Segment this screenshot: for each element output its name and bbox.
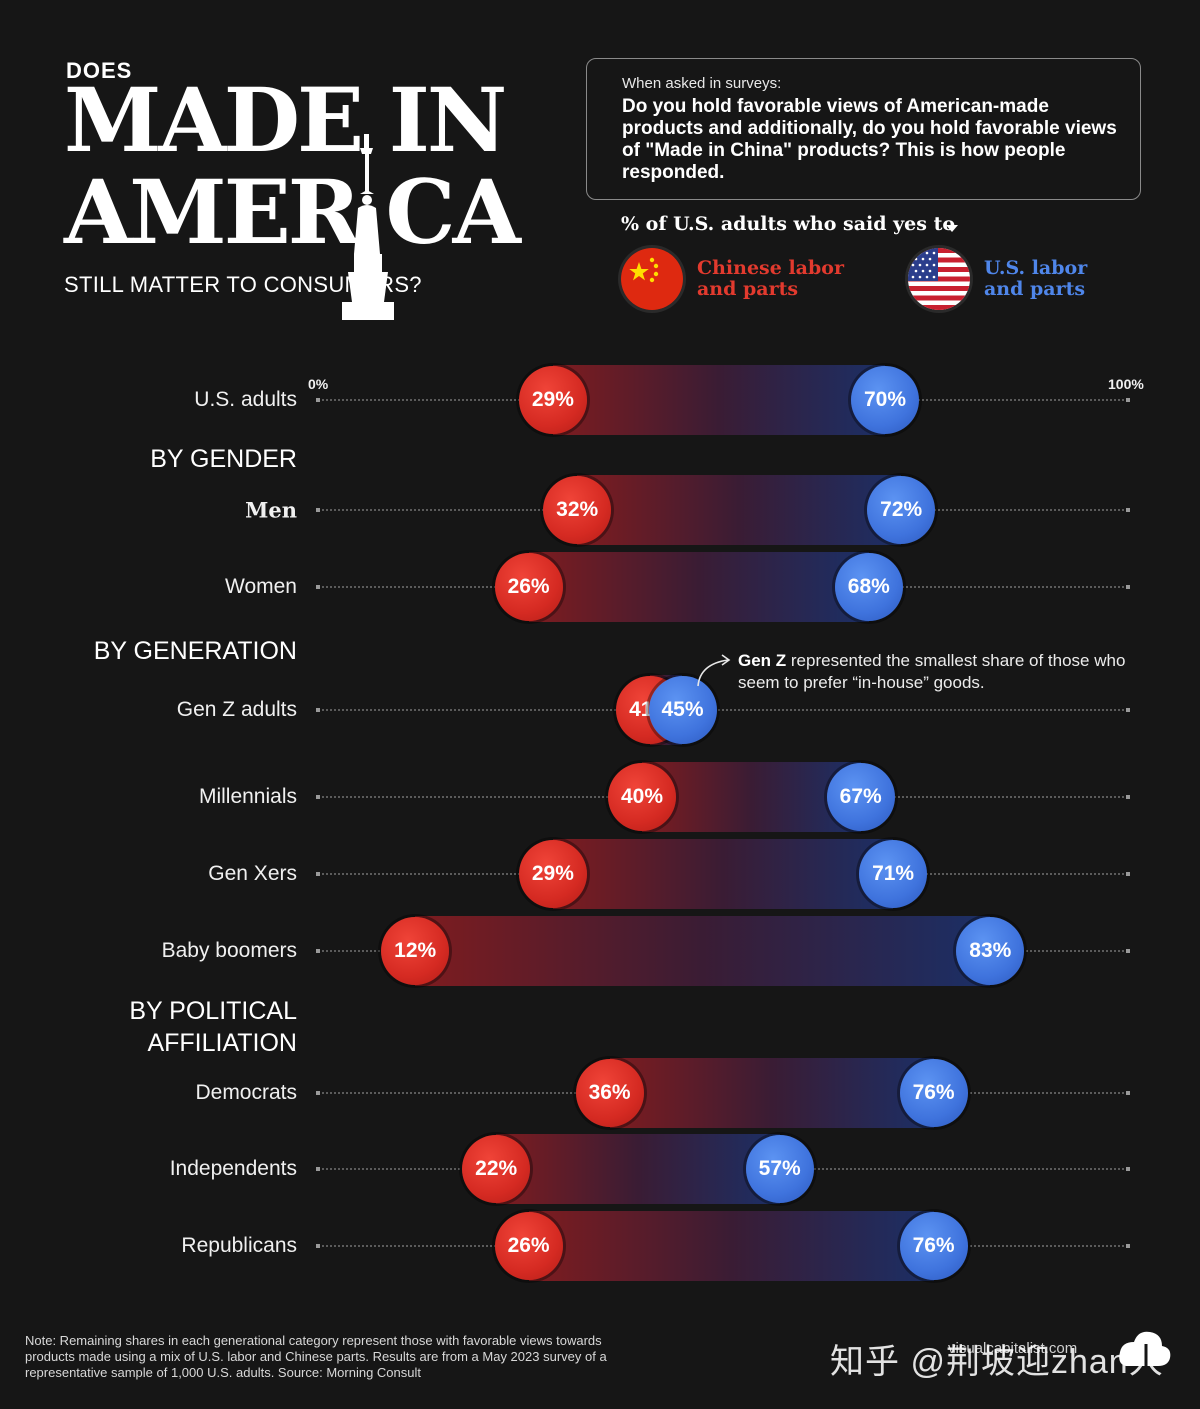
us-value-bubble: 71%	[859, 840, 928, 908]
axis-end-dot	[316, 1167, 320, 1171]
axis-end-dot	[1126, 508, 1130, 512]
axis-end-dot	[1126, 585, 1130, 589]
us-value-bubble: 57%	[745, 1135, 814, 1203]
row-label: Gen Z adults	[176, 698, 297, 721]
us-value-bubble: 70%	[851, 366, 919, 434]
statue-of-liberty-icon	[342, 134, 394, 320]
row-label: Baby boomers	[161, 939, 297, 962]
legend-chinese-line1: Chinese labor	[697, 257, 844, 279]
axis-end-dot	[1126, 708, 1130, 712]
row-label: Millennials	[198, 785, 297, 808]
survey-question-box: When asked in surveys: Do you hold favor…	[586, 58, 1141, 200]
row-label: Republicans	[181, 1234, 297, 1257]
section-heading-generation: BY GENERATION	[93, 637, 297, 665]
chinese-value-bubble: 22%	[462, 1135, 531, 1203]
china-flag-icon	[621, 248, 683, 310]
subtitle: STILL MATTER TO CONSUMERS?	[64, 272, 422, 297]
us-flag-icon	[908, 248, 970, 310]
chinese-value-bubble: 26%	[494, 1212, 563, 1280]
annotation-text: represented the smallest share of those …	[738, 651, 1126, 692]
axis-end-dot	[316, 508, 320, 512]
axis-max-label: 100%	[1108, 376, 1144, 392]
range-band	[577, 475, 902, 545]
axis-end-dot	[316, 795, 320, 799]
row-label: U.S. adults	[194, 388, 297, 411]
row-label: Independents	[169, 1157, 297, 1180]
axis-end-dot	[1126, 398, 1130, 402]
axis-min-label: 0%	[308, 376, 329, 392]
range-band	[642, 762, 861, 832]
axis-end-dot	[1126, 795, 1130, 799]
axis-end-dot	[1126, 1244, 1130, 1248]
range-band	[552, 839, 894, 909]
axis-end-dot	[1126, 872, 1130, 876]
us-value-bubble: 76%	[899, 1059, 968, 1127]
axis-end-dot	[316, 585, 320, 589]
chinese-value-bubble: 29%	[518, 840, 587, 908]
section-heading-political-line2: AFFILIATION	[147, 1029, 297, 1057]
title-line-2: AMER CA	[64, 160, 521, 264]
chinese-value-bubble: 29%	[518, 366, 587, 434]
us-value-bubble: 83%	[956, 917, 1025, 985]
chinese-value-bubble: 32%	[543, 476, 612, 544]
chinese-value-bubble: 12%	[381, 917, 450, 985]
cloud-logo-icon	[1119, 1331, 1171, 1366]
axis-end-dot	[1126, 949, 1130, 953]
chinese-value-bubble: 36%	[575, 1059, 644, 1127]
legend-item-chinese: Chinese labor and parts	[621, 248, 847, 310]
row-label: Women	[225, 575, 297, 598]
us-value-bubble: 76%	[899, 1212, 968, 1280]
watermark: 知乎 @荆坡迎zhan人	[830, 1343, 1164, 1381]
source-site: visualcapitalist.com	[948, 1340, 1078, 1357]
chinese-value-bubble: 40%	[608, 763, 676, 831]
row-label: Gen Xers	[208, 862, 297, 885]
axis-end-dot	[1126, 1167, 1130, 1171]
survey-question: Do you hold favorable views of American-…	[622, 96, 1117, 183]
title-line-1: MADE IN	[64, 68, 507, 172]
axis-end-dot	[316, 872, 320, 876]
legend-item-us: U.S. labor and parts	[908, 248, 1134, 310]
axis-end-dot	[316, 708, 320, 712]
row-label: Men	[245, 497, 297, 523]
range-band	[496, 1134, 780, 1204]
gen-z-annotation: Gen Z represented the smallest share of …	[738, 650, 1158, 694]
range-band	[415, 916, 991, 986]
row-label: Democrats	[195, 1081, 297, 1104]
range-band	[528, 1211, 934, 1281]
title-block: DOES MADE IN AMER CA STILL MATTER TO CON…	[64, 58, 544, 320]
axis-end-dot	[316, 949, 320, 953]
section-heading-political: BY POLITICAL AFFILIATION	[0, 995, 297, 1059]
us-value-bubble: 68%	[834, 553, 903, 621]
axis-end-dot	[1126, 1091, 1130, 1095]
annotation-bold: Gen Z	[738, 651, 787, 670]
axis-end-dot	[316, 1091, 320, 1095]
section-heading-political-line1: BY POLITICAL	[129, 997, 297, 1025]
range-band	[528, 552, 869, 622]
curved-arrow-icon	[697, 654, 731, 687]
legend-us-line2: and parts	[984, 278, 1086, 300]
footnote: Note: Remaining shares in each generatio…	[25, 1333, 607, 1380]
caret-down-icon	[946, 225, 958, 232]
pre-title: DOES	[66, 58, 133, 83]
section-heading-gender: BY GENDER	[150, 445, 297, 473]
range-band	[609, 1058, 934, 1128]
row-gridline	[318, 709, 1128, 711]
axis-end-dot	[316, 398, 320, 402]
survey-intro: When asked in surveys:	[622, 75, 782, 92]
range-band	[552, 365, 885, 435]
legend-chinese-line2: and parts	[697, 278, 799, 300]
us-value-bubble: 72%	[867, 476, 936, 544]
axis-end-dot	[316, 1244, 320, 1248]
us-value-bubble: 67%	[826, 763, 895, 831]
us-value-bubble: 45%	[648, 676, 717, 744]
legend-us-line1: U.S. labor	[984, 257, 1088, 279]
chinese-value-bubble: 26%	[494, 553, 563, 621]
legend-title: % of U.S. adults who said yes to	[621, 213, 956, 235]
